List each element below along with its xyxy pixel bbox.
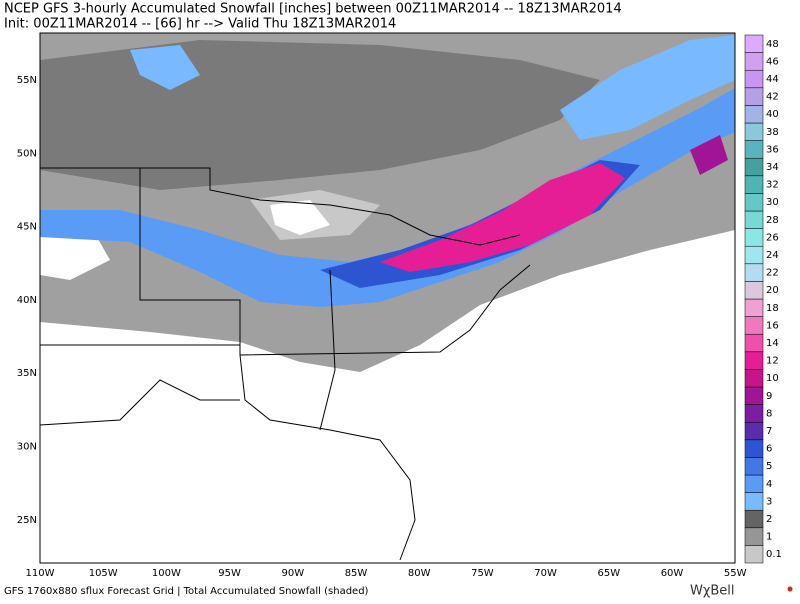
- colorbar-cell: [744, 351, 764, 370]
- border-line: [239, 354, 416, 561]
- lon-label: 95W: [218, 568, 241, 579]
- border-line: [40, 379, 240, 426]
- colorbar-label: 38: [766, 127, 779, 138]
- lon-label: 55W: [724, 568, 747, 579]
- colorbar-cell: [744, 210, 764, 229]
- colorbar-cell: [744, 157, 764, 177]
- map-frame: [39, 32, 736, 564]
- colorbar-cell: [744, 175, 764, 194]
- colorbar-label: 18: [766, 303, 779, 314]
- colorbar-label: 30: [766, 197, 779, 208]
- border-line: [319, 269, 336, 431]
- snow-max: [380, 163, 625, 272]
- colorbar-cell: [744, 316, 764, 335]
- snow-blob: [130, 45, 200, 90]
- colorbar-cell: [744, 333, 764, 353]
- logo: WχBell: [690, 584, 735, 599]
- colorbar-cell: [744, 105, 764, 124]
- colorbar-label: 0.1: [766, 549, 782, 560]
- colorbar-cell: [744, 122, 764, 141]
- colorbar-label: 2: [766, 514, 772, 525]
- colorbar-label: 44: [766, 74, 779, 85]
- colorbar-cell: [744, 492, 764, 511]
- colorbar-cell: [744, 545, 764, 564]
- colorbar-label: 34: [766, 162, 779, 173]
- colorbar-label: 16: [766, 320, 779, 331]
- lon-label: 75W: [471, 568, 494, 579]
- snow-max-east: [690, 135, 728, 175]
- colorbar-cell: [744, 245, 764, 265]
- lat-label: 45N: [17, 222, 37, 233]
- colorbar-cell: [744, 281, 764, 300]
- snow-band: [40, 88, 735, 307]
- title: NCEP GFS 3-hourly Accumulated Snowfall […: [4, 2, 622, 17]
- lat-label: 50N: [17, 148, 37, 159]
- colorbar-label: 46: [766, 56, 779, 67]
- colorbar-cell: [744, 527, 764, 546]
- colorbar-cell: [744, 34, 764, 53]
- colorbar-cell: [744, 52, 764, 71]
- snow-band-north: [560, 35, 735, 140]
- colorbar-label: 10: [766, 373, 779, 384]
- lat-label: 25N: [17, 515, 37, 526]
- colorbar-label: 28: [766, 215, 779, 226]
- colorbar-label: 12: [766, 356, 779, 367]
- colorbar-cell: [744, 386, 764, 405]
- lon-label: 105W: [89, 568, 118, 579]
- colorbar-cell: [744, 474, 764, 493]
- colorbar-label: 9: [766, 391, 772, 402]
- colorbar-cell: [744, 263, 764, 282]
- colorbar-cell: [744, 457, 764, 476]
- no-snow: [270, 200, 330, 235]
- colorbar-cell: [744, 87, 764, 106]
- colorbar-label: 24: [766, 250, 779, 261]
- lon-label: 60W: [661, 568, 684, 579]
- colorbar-cell: [744, 421, 764, 441]
- colorbar-label: 1: [766, 532, 772, 543]
- colorbar-label: 7: [766, 426, 772, 437]
- lon-label: 80W: [408, 568, 431, 579]
- lat-label: 30N: [17, 442, 37, 453]
- lon-label: 90W: [281, 568, 304, 579]
- colorbar-label: 36: [766, 144, 779, 155]
- lon-label: 65W: [597, 568, 620, 579]
- colorbar-cell: [744, 439, 764, 458]
- colorbar-label: 20: [766, 285, 779, 296]
- lat-label: 35N: [17, 368, 37, 379]
- colorbar-label: 42: [766, 92, 779, 103]
- colorbar-cell: [744, 369, 764, 388]
- colorbar-cell: [744, 140, 764, 159]
- subtitle: Init: 00Z11MAR2014 -- [66] hr --> Valid …: [4, 17, 396, 32]
- colorbar-cell: [744, 69, 764, 89]
- colorbar-label: 32: [766, 180, 779, 191]
- logo-dot: [787, 586, 793, 592]
- colorbar-label: 8: [766, 408, 772, 419]
- footer: GFS 1760x880 sflux Forecast Grid | Total…: [4, 586, 369, 597]
- map: [40, 33, 735, 563]
- colorbar-label: 26: [766, 232, 779, 243]
- colorbar-cell: [744, 404, 764, 423]
- lon-label: 70W: [534, 568, 557, 579]
- lon-label: 110W: [26, 568, 55, 579]
- colorbar-cell: [744, 193, 764, 212]
- colorbar-label: 22: [766, 268, 779, 279]
- colorbar-label: 40: [766, 109, 779, 120]
- lon-label: 85W: [345, 568, 368, 579]
- lon-label: 100W: [152, 568, 181, 579]
- colorbar-cell: [744, 228, 764, 247]
- colorbar-label: 48: [766, 39, 779, 50]
- colorbar-label: 5: [766, 461, 772, 472]
- colorbar-cell: [744, 298, 764, 317]
- colorbar-label: 3: [766, 496, 772, 507]
- colorbar-label: 6: [766, 444, 772, 455]
- lat-label: 40N: [17, 295, 37, 306]
- colorbar-cell: [744, 509, 764, 529]
- lat-label: 55N: [17, 75, 37, 86]
- colorbar-label: 4: [766, 479, 772, 490]
- border-line: [40, 167, 521, 246]
- borders: [40, 167, 531, 561]
- border-line: [139, 168, 241, 345]
- colorbar-label: 14: [766, 338, 779, 349]
